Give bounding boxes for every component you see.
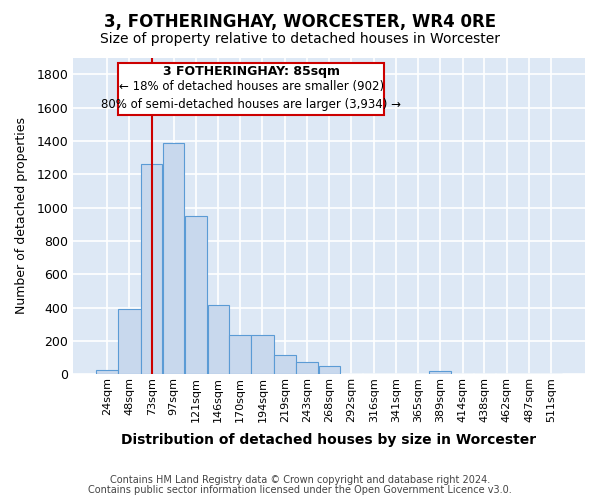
Bar [118, 62, 384, 115]
Bar [296, 362, 319, 374]
Text: Size of property relative to detached houses in Worcester: Size of property relative to detached ho… [100, 32, 500, 46]
Bar [229, 336, 251, 374]
X-axis label: Distribution of detached houses by size in Worcester: Distribution of detached houses by size … [121, 434, 536, 448]
Bar [429, 371, 451, 374]
Bar [274, 356, 296, 374]
Text: Contains HM Land Registry data © Crown copyright and database right 2024.: Contains HM Land Registry data © Crown c… [110, 475, 490, 485]
Text: Contains public sector information licensed under the Open Government Licence v3: Contains public sector information licen… [88, 485, 512, 495]
Bar [97, 370, 118, 374]
Y-axis label: Number of detached properties: Number of detached properties [15, 118, 28, 314]
Text: 80% of semi-detached houses are larger (3,934) →: 80% of semi-detached houses are larger (… [101, 98, 401, 110]
Bar [208, 305, 229, 374]
Bar [118, 310, 140, 374]
Text: 3, FOTHERINGHAY, WORCESTER, WR4 0RE: 3, FOTHERINGHAY, WORCESTER, WR4 0RE [104, 12, 496, 30]
Bar [185, 216, 207, 374]
Text: 3 FOTHERINGHAY: 85sqm: 3 FOTHERINGHAY: 85sqm [163, 65, 340, 78]
Bar [251, 336, 274, 374]
Bar [163, 142, 184, 374]
Bar [141, 164, 163, 374]
Text: ← 18% of detached houses are smaller (902): ← 18% of detached houses are smaller (90… [119, 80, 383, 93]
Bar [319, 366, 340, 374]
